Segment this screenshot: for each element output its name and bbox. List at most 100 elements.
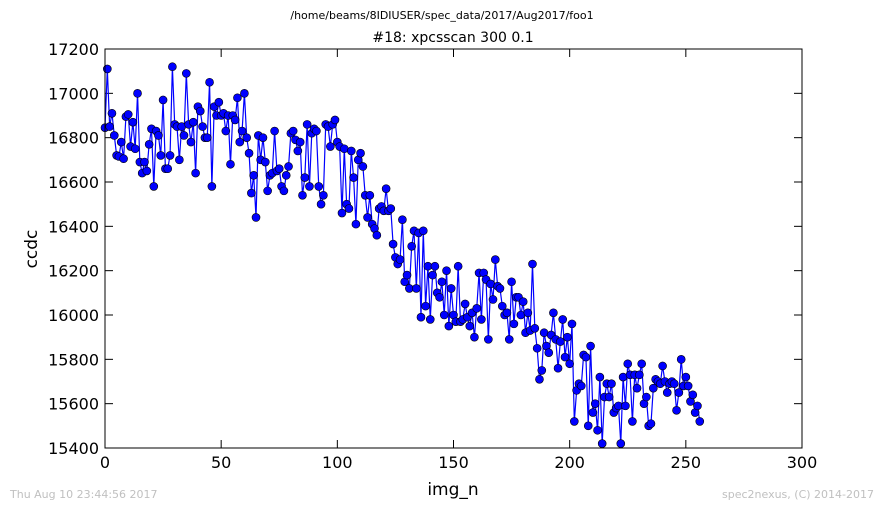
data-point [693, 401, 702, 411]
data-point [314, 182, 324, 191]
data-point [518, 297, 528, 307]
data-point [535, 374, 544, 384]
x-tick-label: 150 [438, 453, 469, 472]
data-point [588, 408, 598, 417]
data-point [337, 208, 347, 218]
data-point [251, 213, 261, 222]
figure-suptitle: /home/beams/8IDIUSER/spec_data/2017/Aug2… [290, 9, 593, 22]
data-point [351, 219, 361, 229]
data-point [477, 315, 486, 324]
x-tick-label: 100 [322, 453, 353, 472]
data-point [544, 348, 554, 357]
data-point [688, 390, 698, 400]
data-point [244, 148, 254, 158]
data-point [637, 359, 646, 369]
data-point [604, 392, 614, 402]
data-point [316, 199, 326, 209]
data-point [621, 401, 630, 411]
data-point [570, 417, 579, 426]
axis-tick-labels: 0 50 100 150 200 250 300 15400 15600 15800 16000 16… [48, 40, 817, 472]
data-point [233, 93, 242, 103]
data-point [346, 146, 356, 156]
data-point [635, 370, 644, 380]
data-point [523, 308, 533, 318]
data-point [293, 146, 303, 156]
data-point [495, 284, 505, 293]
data-point [418, 226, 428, 236]
data-point [662, 388, 672, 397]
data-point [491, 255, 500, 264]
y-tick-label: 15400 [48, 439, 99, 458]
data-point [186, 137, 196, 147]
data-point [583, 421, 593, 431]
chart-title: #18: xpcsscan 300 0.1 [372, 30, 533, 46]
x-tick-label: 50 [211, 453, 231, 472]
data-point [444, 321, 454, 331]
data-point [607, 379, 616, 389]
data-point [230, 115, 240, 125]
data-point [560, 352, 570, 362]
y-tick-label: 15600 [48, 395, 99, 414]
data-point [279, 186, 289, 196]
data-point [428, 270, 437, 280]
data-point [595, 372, 605, 382]
data-point [154, 131, 163, 140]
data-point [472, 304, 482, 313]
data-point [302, 120, 312, 129]
data-point [681, 372, 691, 382]
data-point [305, 182, 314, 191]
data-point [182, 69, 191, 78]
data-point [676, 355, 686, 364]
data-point [179, 131, 189, 140]
x-tick-label: 250 [671, 453, 702, 472]
data-point [363, 213, 372, 222]
data-point [388, 239, 398, 249]
data-point [532, 343, 542, 353]
data-point [465, 321, 475, 331]
data-point [247, 188, 256, 198]
y-tick-label: 16200 [48, 262, 99, 281]
x-tick-label: 300 [787, 453, 818, 472]
data-point [163, 164, 173, 173]
data-point [284, 162, 293, 171]
data-point [453, 261, 463, 271]
data-point [537, 366, 547, 375]
y-tick-label: 16800 [48, 129, 99, 148]
data-point [567, 319, 577, 329]
data-point [144, 140, 154, 149]
data-point [646, 419, 656, 428]
data-point [330, 115, 340, 125]
data-point [140, 157, 149, 167]
data-point [416, 312, 426, 322]
data-point [168, 62, 177, 72]
data-point [421, 301, 430, 311]
data-point [240, 89, 249, 98]
data-point [319, 191, 328, 200]
data-point [349, 173, 358, 182]
x-tick-label: 0 [100, 453, 110, 472]
data-point [488, 295, 498, 304]
data-point [616, 439, 626, 448]
data-point [695, 417, 705, 426]
data-point [530, 323, 540, 333]
data-point [130, 144, 140, 154]
data-point [188, 117, 198, 127]
data-point [158, 95, 168, 105]
data-point [590, 399, 600, 408]
data-point [386, 204, 396, 213]
data-point [258, 133, 268, 142]
data-point [407, 241, 416, 251]
data-point [300, 173, 310, 182]
data-point [556, 337, 565, 346]
data-point [528, 259, 537, 269]
data-point [460, 299, 470, 309]
data-point [195, 106, 205, 116]
data-point [242, 133, 252, 142]
data-point [356, 148, 365, 158]
data-point [365, 191, 375, 200]
data-point [672, 406, 681, 415]
data-point [576, 381, 586, 391]
data-point [642, 392, 651, 402]
data-point [381, 184, 391, 193]
y-tick-label: 17000 [48, 84, 99, 103]
